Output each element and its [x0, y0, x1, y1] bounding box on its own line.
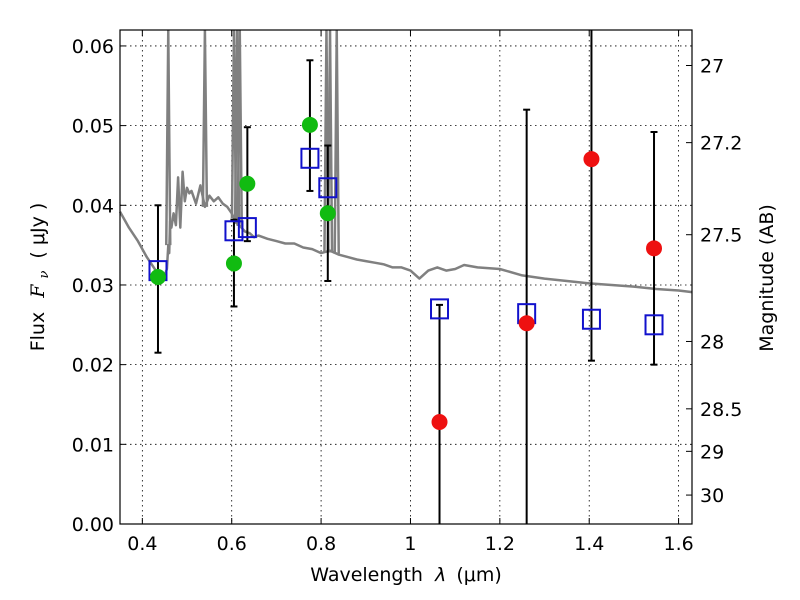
y2-tick-label: 27: [700, 56, 724, 78]
x-tick-label: 0.6: [217, 533, 247, 555]
y2-axis-label: Magnitude (AB): [756, 204, 778, 352]
optical-point: [149, 269, 166, 285]
y-axis-label-unit: ( μJy ): [27, 203, 49, 259]
grid-lines: [120, 30, 692, 525]
x-tick-label: 0.8: [306, 533, 336, 555]
y-tick-label: 0.02: [72, 355, 114, 377]
axis-ticks: 0.4 0.6 0.8 1 1.2 1.4 1.6 0.00 0.01 0.02 0.03 0.04 0…: [72, 30, 742, 555]
x-tick-label: 1.2: [485, 533, 515, 555]
nir-point: [646, 240, 663, 257]
y-tick-label: 0.00: [72, 514, 114, 536]
emission-line-spike: [333, 29, 340, 254]
x-tick-label: 1.4: [574, 533, 604, 555]
y2-tick-label: 29: [700, 441, 724, 463]
y-axis-label: Flux F ν ( μJy ): [27, 203, 53, 352]
y2-tick-label: 30: [700, 485, 724, 507]
emission-line-spike: [165, 29, 172, 246]
model-band-layer: [148, 147, 664, 336]
y-tick-label: 0.04: [72, 195, 114, 217]
optical-point: [239, 175, 256, 192]
emission-line-spike: [201, 29, 209, 207]
y-tick-label: 0.06: [72, 36, 114, 58]
y-tick-label: 0.05: [72, 116, 114, 138]
nir-point: [583, 151, 600, 168]
model-band-square: [237, 217, 257, 239]
optical-point: [225, 255, 242, 272]
model-sed-layer: [118, 29, 693, 294]
errorbar-layer: [154, 30, 658, 524]
x-axis-label-symbol: λ: [434, 564, 446, 586]
y2-tick-label: 27.2: [700, 133, 742, 155]
nir-point: [431, 414, 448, 431]
observed-points-layer: [149, 116, 663, 431]
x-tick-label: 0.4: [127, 533, 157, 555]
model-band-square: [581, 308, 601, 330]
y-tick-label: 0.01: [72, 434, 114, 456]
x-tick-label: 1.6: [663, 533, 693, 555]
x-axis-label-unit: (μm): [456, 564, 501, 586]
y2-tick-label: 28: [700, 331, 724, 353]
y-axis-label-subscript: ν: [37, 271, 52, 279]
optical-point: [319, 205, 336, 222]
model-band-square: [318, 177, 338, 199]
y2-tick-label: 28.5: [700, 399, 742, 421]
model-band-square: [430, 298, 450, 320]
y-tick-label: 0.03: [72, 275, 114, 297]
optical-point: [301, 116, 318, 133]
plot-frame: [119, 29, 693, 525]
y2-tick-label: 27.5: [700, 225, 742, 247]
model-band-square: [224, 220, 244, 242]
model-band-square: [300, 147, 320, 169]
y-axis-label-symbol: F: [27, 284, 49, 299]
y-axis-label-prefix: Flux: [27, 312, 49, 352]
nir-point: [518, 315, 535, 332]
x-axis-label-prefix: Wavelength: [310, 564, 423, 586]
model-band-square: [644, 314, 664, 336]
x-tick-label: 1: [404, 533, 416, 555]
x-axis-label: Wavelength λ (μm): [310, 564, 501, 586]
